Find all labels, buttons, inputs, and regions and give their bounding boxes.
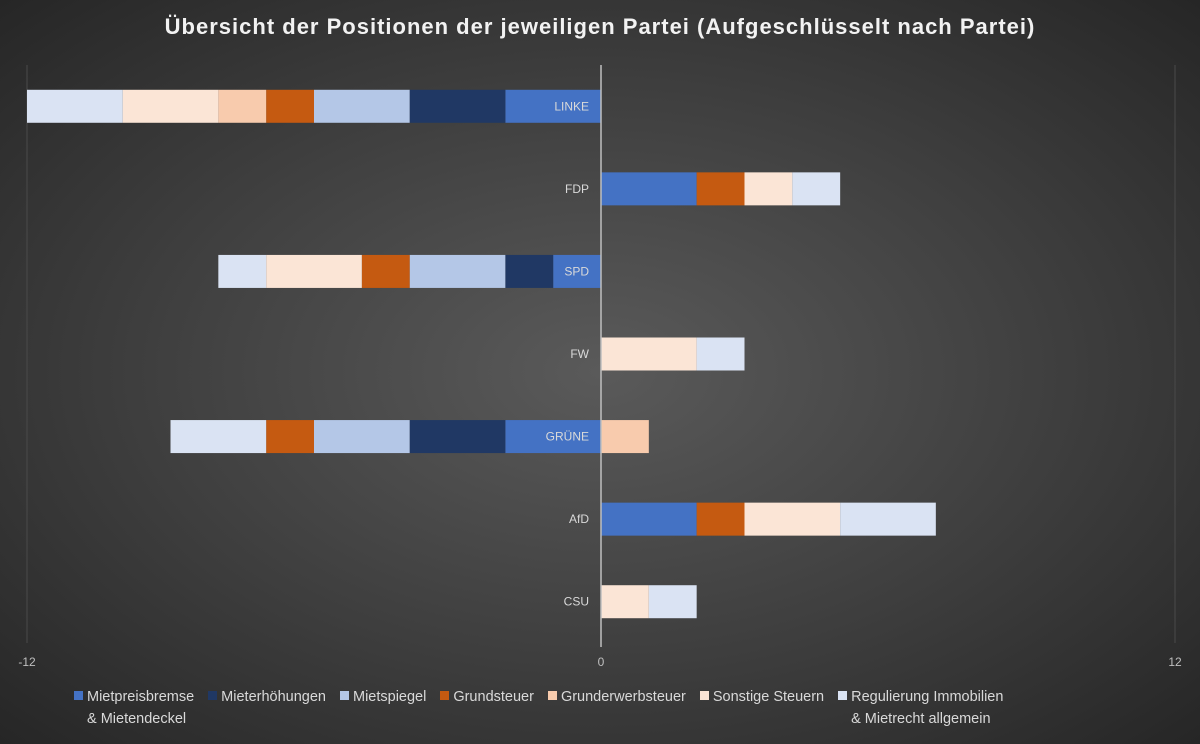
bar-segment (792, 172, 841, 206)
legend-label: Grundsteuer (453, 689, 534, 705)
bar-segment (505, 254, 554, 288)
bar-segment (266, 89, 314, 123)
legend-label: Regulierung Immobilien & Mietrecht allge… (851, 689, 1004, 727)
legend-label: Mietspiegel (352, 689, 427, 705)
bar-segment (601, 172, 697, 206)
category-label: SPD (564, 264, 589, 278)
category-label: LINKE (554, 99, 589, 113)
bar-segment (744, 172, 793, 206)
legend-item: Mietpreisbremse & Mietendeckel (74, 686, 194, 730)
bar-segment (601, 420, 649, 454)
bar-segment (505, 89, 601, 123)
bar-segment (696, 172, 745, 206)
bar-segment (361, 254, 410, 288)
legend-label: Mieterhöhungen (221, 689, 326, 705)
bar-segment (409, 89, 506, 123)
legend-label: Grunderwerbsteuer (560, 689, 686, 705)
legend-swatch (440, 691, 450, 700)
category-label: GRÜNE (546, 430, 589, 444)
x-tick-label: 0 (598, 655, 605, 669)
x-tick-label: -12 (18, 655, 36, 669)
legend-swatch (547, 691, 557, 700)
legend-item: Grunderwerbsteuer (547, 686, 686, 730)
x-tick-label: 12 (1168, 655, 1182, 669)
legend-swatch (699, 691, 709, 700)
legend: Mietpreisbremse & Mietendeckel Mieterhöhu… (74, 686, 1174, 730)
bar-segment (601, 337, 697, 371)
bar-segment (744, 502, 841, 536)
bar-segment (696, 502, 745, 536)
category-label: FDP (565, 182, 589, 196)
bar-segment (170, 420, 267, 454)
legend-label: Mietpreisbremse & Mietendeckel (87, 689, 195, 727)
chart-title: Übersicht der Positionen der jeweiligen … (164, 14, 1036, 39)
bar-segment (840, 502, 936, 536)
legend-swatch (838, 691, 848, 700)
legend-swatch (74, 691, 83, 700)
bar-segment (648, 585, 697, 619)
bar-segment (409, 254, 506, 288)
legend-swatch (208, 691, 218, 700)
bar-segment (266, 254, 362, 288)
legend-item: Sonstige Steuern (699, 686, 825, 730)
bar-segment (314, 89, 410, 123)
category-label: FW (570, 347, 589, 361)
category-label: AfD (569, 512, 589, 526)
bar-segment (409, 420, 506, 454)
bar-segment (696, 337, 745, 371)
bar-segment (601, 502, 697, 536)
category-label: CSU (564, 595, 589, 609)
legend-label: Sonstige Steuern (712, 689, 825, 705)
bar-segment (314, 420, 410, 454)
legend-item: Grundsteuer (440, 686, 534, 730)
bar-segment (505, 420, 601, 454)
bar-segment (27, 89, 123, 123)
legend-item: Mietspiegel (339, 686, 427, 730)
legend-item: Regulierung Immobilien & Mietrecht allge… (838, 686, 1003, 730)
bar-segment (122, 89, 219, 123)
bar-segment (266, 420, 314, 454)
bar-segment (601, 585, 649, 619)
bar-segment (218, 89, 267, 123)
bar-segment (218, 254, 267, 288)
legend-swatch (339, 691, 349, 700)
bar-segment (553, 254, 601, 288)
legend-item: Mieterhöhungen (208, 686, 326, 730)
